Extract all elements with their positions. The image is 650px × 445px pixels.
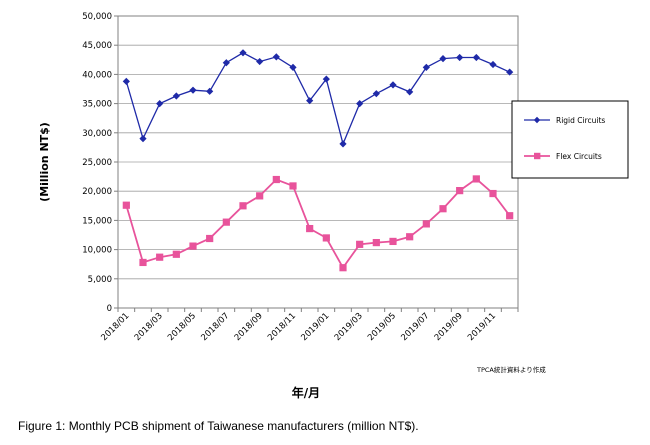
data-point	[139, 258, 147, 267]
legend-marker	[534, 152, 541, 160]
y-tick-label: 10,000	[82, 246, 112, 256]
data-point	[289, 63, 297, 71]
data-point	[322, 75, 330, 83]
legend: Rigid Circuits Flex Circuits	[511, 100, 629, 179]
data-point	[339, 264, 347, 272]
y-tick-label: 15,000	[82, 216, 112, 226]
data-point	[356, 240, 364, 248]
y-tick-label: 20,000	[82, 187, 112, 197]
data-point	[456, 53, 464, 62]
data-point	[306, 224, 314, 233]
data-point	[356, 100, 364, 108]
data-point	[156, 100, 164, 108]
y-tick-label: 0	[107, 304, 112, 314]
x-tick-label: 2019/09	[433, 311, 465, 343]
data-point	[122, 77, 130, 86]
figure-caption: Figure 1: Monthly PCB shipment of Taiwan…	[18, 419, 419, 433]
data-point	[422, 220, 430, 228]
x-tick-label: 2018/07	[199, 311, 231, 343]
data-point	[156, 253, 164, 261]
data-point	[272, 53, 280, 61]
data-point	[256, 192, 264, 200]
data-point	[422, 63, 430, 71]
data-point	[506, 212, 514, 220]
data-point	[222, 59, 230, 67]
data-point	[206, 87, 214, 95]
legend-label: Rigid Circuits	[556, 116, 605, 125]
y-tick-label: 30,000	[82, 129, 112, 139]
data-point	[206, 234, 214, 243]
data-point	[489, 60, 497, 69]
data-point	[222, 218, 230, 226]
data-point	[189, 242, 197, 250]
data-point	[272, 175, 280, 184]
x-tick-label: 2018/03	[133, 311, 165, 343]
series-layer	[122, 49, 514, 272]
x-tick-label: 2019/11	[466, 311, 498, 343]
y-tick-label: 40,000	[82, 70, 112, 80]
data-point	[256, 57, 264, 66]
data-point	[456, 187, 464, 195]
data-point	[439, 205, 447, 213]
data-point	[322, 234, 330, 242]
y-axis-ticks: 0 5,000 10,000 15,000 20,000 25,000 30,000 35,0…	[82, 12, 118, 314]
chart: 0 5,000 10,000 15,000 20,000 25,000 30,000 35,0…	[38, 12, 629, 400]
x-tick-label: 2019/07	[399, 311, 431, 343]
data-point	[239, 49, 247, 57]
data-point	[372, 238, 380, 247]
x-tick-label: 2019/03	[333, 311, 365, 343]
data-point	[389, 237, 397, 246]
data-point	[472, 53, 480, 62]
x-tick-label: 2018/05	[166, 311, 198, 343]
x-tick-label: 2018/01	[99, 311, 131, 343]
y-tick-label: 25,000	[82, 158, 112, 168]
x-axis-ticks: 2018/01 2018/03 2018/05 2018/07 2018/09 2018/…	[99, 308, 519, 343]
data-point	[139, 135, 147, 143]
data-point	[189, 86, 197, 94]
y-axis-label: (Million NT$)	[38, 122, 51, 202]
data-point	[472, 175, 480, 183]
y-tick-label: 5,000	[88, 275, 112, 285]
data-point	[289, 182, 297, 190]
data-point	[122, 201, 130, 209]
x-tick-label: 2019/05	[366, 311, 398, 343]
y-tick-label: 35,000	[82, 100, 112, 110]
x-tick-label: 2018/09	[233, 311, 265, 343]
data-point	[406, 88, 414, 96]
y-tick-label: 45,000	[82, 41, 112, 51]
data-point	[239, 202, 247, 210]
x-tick-label: 2018/11	[266, 311, 298, 343]
y-tick-label: 50,000	[82, 12, 112, 22]
data-point	[172, 250, 180, 258]
data-point	[489, 189, 497, 198]
data-point	[439, 55, 447, 63]
x-axis-label: 年/月	[292, 385, 320, 400]
source-note: TPCA統計資料より作成	[476, 365, 546, 374]
legend-marker	[533, 116, 541, 124]
data-point	[506, 68, 514, 76]
data-point	[339, 140, 347, 148]
data-point	[406, 233, 414, 241]
data-point	[306, 97, 314, 105]
legend-box	[511, 100, 629, 179]
legend-label: Flex Circuits	[556, 152, 602, 161]
data-point	[389, 81, 397, 89]
data-point	[172, 92, 180, 100]
x-tick-label: 2019/01	[299, 311, 331, 343]
data-point	[372, 90, 380, 98]
